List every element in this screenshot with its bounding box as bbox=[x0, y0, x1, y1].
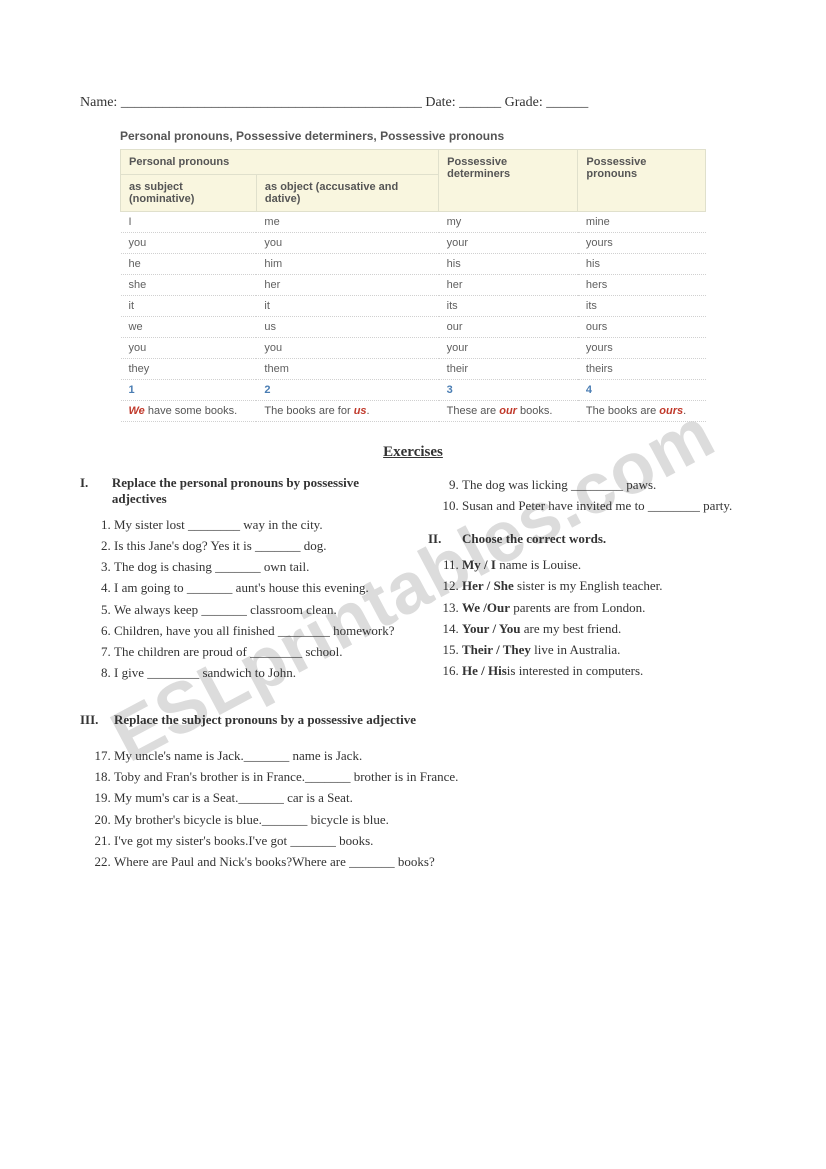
list-item: Susan and Peter have invited me to _____… bbox=[462, 496, 746, 516]
table-cell: he bbox=[121, 254, 257, 275]
table-cell: it bbox=[121, 296, 257, 317]
list-item: Their / They live in Australia. bbox=[462, 640, 746, 660]
list-item: My sister lost ________ way in the city. bbox=[114, 515, 398, 535]
table-cell: we bbox=[121, 317, 257, 338]
list-item: The dog is chasing _______ own tail. bbox=[114, 557, 398, 577]
num-4: 4 bbox=[578, 380, 706, 401]
pronoun-table-wrap: Personal pronouns, Possessive determiner… bbox=[80, 129, 746, 422]
table-cell: theirs bbox=[578, 359, 706, 380]
ex-4: The books are ours. bbox=[578, 401, 706, 422]
section2-list: My / I name is Louise.Her / She sister i… bbox=[428, 555, 746, 681]
table-cell: their bbox=[439, 359, 578, 380]
list-item: We /Our parents are from London. bbox=[462, 598, 746, 618]
table-cell: I bbox=[121, 212, 257, 233]
exercises-title: Exercises bbox=[80, 444, 746, 461]
table-cell: her bbox=[439, 275, 578, 296]
num-2: 2 bbox=[256, 380, 438, 401]
list-item: The children are proud of ________ schoo… bbox=[114, 642, 398, 662]
table-cell: my bbox=[439, 212, 578, 233]
table-cell: you bbox=[121, 338, 257, 359]
table-cell: me bbox=[256, 212, 438, 233]
th-possessive-pro: Possessive pronouns bbox=[578, 150, 706, 212]
date-label: Date: bbox=[425, 95, 455, 110]
date-blank[interactable]: ______ bbox=[459, 95, 501, 110]
page-content: Name: __________________________________… bbox=[80, 95, 746, 872]
table-cell: our bbox=[439, 317, 578, 338]
th-possessive-det: Possessive determiners bbox=[439, 150, 578, 212]
table-cell: you bbox=[121, 233, 257, 254]
section3-head: III. Replace the subject pronouns by a p… bbox=[80, 712, 746, 728]
table-cell: it bbox=[256, 296, 438, 317]
th-object: as object (accusative and dative) bbox=[256, 175, 438, 212]
list-item: Your / You are my best friend. bbox=[462, 619, 746, 639]
table-cell: hers bbox=[578, 275, 706, 296]
section2-head: II. Choose the correct words. bbox=[428, 531, 746, 547]
table-cell: ours bbox=[578, 317, 706, 338]
ex-1: We have some books. bbox=[121, 401, 257, 422]
list-item: My mum's car is a Seat._______ car is a … bbox=[114, 788, 746, 808]
list-item: Where are Paul and Nick's books?Where ar… bbox=[114, 852, 746, 872]
table-cell: its bbox=[578, 296, 706, 317]
table-cell: him bbox=[256, 254, 438, 275]
table-cell: your bbox=[439, 338, 578, 359]
num-3: 3 bbox=[439, 380, 578, 401]
table-cell: her bbox=[256, 275, 438, 296]
section3-title: Replace the subject pronouns by a posses… bbox=[114, 712, 416, 728]
section1-list-b: The dog was licking ________ paws.Susan … bbox=[428, 475, 746, 516]
section3-num: III. bbox=[80, 712, 114, 728]
header-line: Name: __________________________________… bbox=[80, 95, 746, 111]
list-item: Is this Jane's dog? Yes it is _______ do… bbox=[114, 536, 398, 556]
right-column: The dog was licking ________ paws.Susan … bbox=[428, 475, 746, 684]
table-cell: his bbox=[578, 254, 706, 275]
name-label: Name: bbox=[80, 95, 117, 110]
th-personal-group: Personal pronouns bbox=[121, 150, 439, 175]
table-cell: you bbox=[256, 338, 438, 359]
table-cell: you bbox=[256, 233, 438, 254]
list-item: The dog was licking ________ paws. bbox=[462, 475, 746, 495]
table-cell: yours bbox=[578, 233, 706, 254]
table-cell: they bbox=[121, 359, 257, 380]
section1-title: Replace the personal pronouns by possess… bbox=[112, 475, 398, 507]
ex-3: These are our books. bbox=[439, 401, 578, 422]
list-item: He / Hisis interested in computers. bbox=[462, 661, 746, 681]
table-cell: mine bbox=[578, 212, 706, 233]
section1-num: I. bbox=[80, 475, 112, 507]
table-cell: us bbox=[256, 317, 438, 338]
section3: III. Replace the subject pronouns by a p… bbox=[80, 712, 746, 872]
table-cell: your bbox=[439, 233, 578, 254]
grade-label: Grade: bbox=[505, 95, 543, 110]
name-blank[interactable]: ________________________________________… bbox=[121, 95, 422, 110]
pronoun-table: Personal pronouns Possessive determiners… bbox=[120, 149, 706, 422]
list-item: Her / She sister is my English teacher. bbox=[462, 576, 746, 596]
num-1: 1 bbox=[121, 380, 257, 401]
table-cell: she bbox=[121, 275, 257, 296]
list-item: I am going to _______ aunt's house this … bbox=[114, 578, 398, 598]
table-cell: its bbox=[439, 296, 578, 317]
table-cell: his bbox=[439, 254, 578, 275]
table-cell: them bbox=[256, 359, 438, 380]
list-item: I've got my sister's books.I've got ____… bbox=[114, 831, 746, 851]
section1-head: I. Replace the personal pronouns by poss… bbox=[80, 475, 398, 507]
list-item: My / I name is Louise. bbox=[462, 555, 746, 575]
left-column: I. Replace the personal pronouns by poss… bbox=[80, 475, 398, 684]
th-subject: as subject (nominative) bbox=[121, 175, 257, 212]
list-item: My uncle's name is Jack._______ name is … bbox=[114, 746, 746, 766]
list-item: We always keep _______ classroom clean. bbox=[114, 600, 398, 620]
table-title: Personal pronouns, Possessive determiner… bbox=[120, 129, 706, 143]
section2-num: II. bbox=[428, 531, 462, 547]
section3-list: My uncle's name is Jack._______ name is … bbox=[80, 746, 746, 872]
list-item: My brother's bicycle is blue._______ bic… bbox=[114, 810, 746, 830]
section2-title: Choose the correct words. bbox=[462, 531, 606, 547]
two-column-area: I. Replace the personal pronouns by poss… bbox=[80, 475, 746, 684]
list-item: Toby and Fran's brother is in France.___… bbox=[114, 767, 746, 787]
ex-2: The books are for us. bbox=[256, 401, 438, 422]
section1-list-a: My sister lost ________ way in the city.… bbox=[80, 515, 398, 683]
list-item: Children, have you all finished ________… bbox=[114, 621, 398, 641]
table-cell: yours bbox=[578, 338, 706, 359]
list-item: I give ________ sandwich to John. bbox=[114, 663, 398, 683]
grade-blank[interactable]: ______ bbox=[546, 95, 588, 110]
